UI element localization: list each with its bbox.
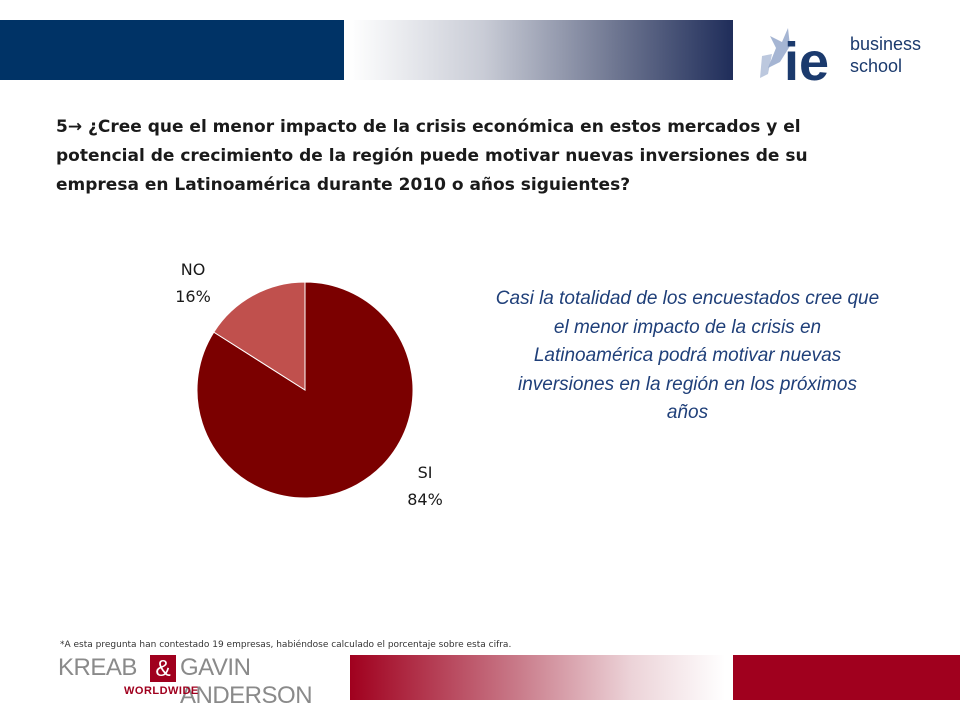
logo-word-gavin-anderson: GAVIN ANDERSON — [180, 654, 313, 709]
footer-band-gradient — [350, 655, 725, 700]
pie-slice-no — [213, 281, 306, 391]
footnote: *A esta pregunta han contestado 19 empre… — [60, 640, 512, 650]
ie-logo-mark: ie — [760, 28, 829, 92]
logo-word-kreab: KREAB — [58, 654, 137, 681]
pie-chart: SI 84% NO 16% — [150, 250, 470, 530]
header-band-gradient — [349, 20, 733, 80]
logo-word-school: school — [850, 56, 903, 76]
question-title: 5→ ¿Cree que el menor impacto de la cris… — [56, 117, 808, 195]
pie-value-label-no: 16% — [175, 287, 211, 306]
header-band-solid — [0, 20, 344, 80]
ie-business-school-logo: ie business school — [758, 18, 928, 92]
ie-monogram: ie — [784, 32, 829, 88]
pie-label-no: NO — [181, 260, 206, 279]
pie-chart-svg: SI 84% NO 16% — [175, 260, 443, 509]
pie-slice-si — [196, 281, 414, 499]
logo-word-worldwide: WORLDWIDE — [124, 685, 199, 697]
commentary-text: Casi la totalidad de los encuestados cre… — [495, 288, 880, 423]
pie-label-si: SI — [418, 463, 433, 482]
logo-word-business: business — [850, 34, 922, 54]
kreab-gavin-anderson-logo: KREAB & GAVIN ANDERSON WORLDWIDE — [58, 652, 338, 709]
pie-value-label-si: 84% — [407, 490, 443, 509]
footer-band-solid — [733, 655, 960, 700]
logo-ampersand: & — [150, 655, 176, 682]
